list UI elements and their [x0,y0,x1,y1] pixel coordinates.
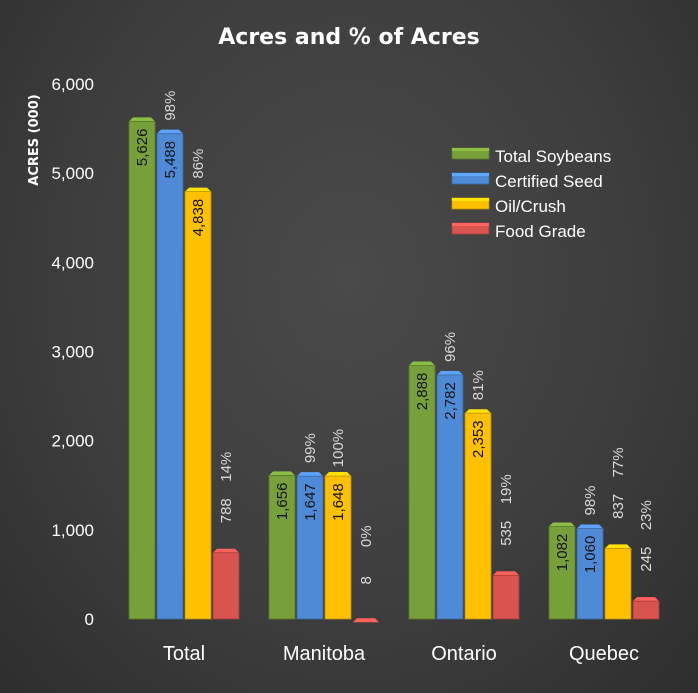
y-tick-label: 4,000 [51,253,94,272]
bar-value-label: 1,647 [302,483,319,521]
x-category-label: Total [163,643,205,665]
bar-top [353,618,379,623]
bar-percent-label: 81% [470,370,487,400]
bar [464,412,492,620]
bar [436,374,464,620]
bar-top [185,187,211,192]
bar-value-label: 1,656 [274,483,291,521]
legend-label: Certified Seed [495,172,603,191]
bar [324,475,352,620]
plot-area: 5,626 5,488 98% 4,838 86% 788 14% 1,656 1,647 99%… [128,91,660,623]
bar-top [577,524,603,529]
bar-value-label: 5,626 [134,129,151,167]
bar-top [129,117,155,122]
bar-percent-label: 96% [442,332,459,362]
bar-percent-label: 86% [190,149,207,179]
legend-swatch-highlight [452,173,489,176]
bar-value-label: 1,082 [554,534,571,572]
bar-value-label: 788 [218,498,235,523]
bar [296,475,324,620]
bar [492,574,520,620]
bar-top [297,472,323,477]
bar-top [157,129,183,134]
bar-top [437,370,463,375]
bar-percent-label: 19% [498,474,515,504]
legend-label: Oil/Crush [495,197,566,216]
bar-value-label: 1,648 [330,483,347,521]
bar [604,547,632,620]
bar-top [465,409,491,414]
bar [212,552,240,620]
y-axis-label: ACRES (000) [27,94,42,185]
legend-swatch-highlight [452,198,489,201]
bar-percent-label: 98% [582,485,599,515]
bar-value-label: 8 [358,576,375,584]
legend: Total Soybeans Certified Seed Oil/Crush Foo… [451,147,611,241]
bar-value-label: 245 [638,547,655,572]
bar-percent-label: 100% [330,429,347,467]
bar [548,526,576,620]
y-axis-ticks: 0 1,000 2,000 3,000 4,000 5,000 6,000 [51,75,94,629]
x-category-label: Ontario [431,643,497,665]
bar-value-label: 1,060 [582,536,599,574]
bar-value-label: 5,488 [162,141,179,179]
bar-top [325,472,351,477]
bar [576,528,604,620]
y-tick-label: 6,000 [51,75,94,94]
legend-label: Food Grade [495,222,586,241]
bar-top [605,544,631,549]
bar-value-label: 4,838 [190,199,207,237]
bar-value-label: 2,353 [470,420,487,458]
bar-percent-label: 98% [162,91,179,121]
bar-value-label: 535 [498,521,515,546]
bar-value-label: 837 [610,494,627,519]
y-tick-label: 2,000 [51,432,94,451]
bar [184,191,212,620]
bar-percent-label: 23% [638,500,655,530]
bar-top [549,522,575,527]
bar-percent-label: 0% [358,525,375,547]
bar [128,120,156,620]
bar [156,133,184,620]
bar-value-label: 2,888 [414,373,431,411]
x-axis-categories: Total Manitoba Ontario Quebec [163,643,639,665]
bar [268,474,296,620]
bar-top [269,471,295,476]
x-category-label: Manitoba [283,643,366,665]
bar-top [633,597,659,602]
bar-top [493,571,519,576]
y-tick-label: 0 [85,610,94,629]
bar-percent-label: 77% [610,447,627,477]
bar-percent-label: 99% [302,433,319,463]
y-tick-label: 3,000 [51,343,94,362]
legend-swatch-highlight [452,148,489,151]
bar-value-label: 2,782 [442,382,459,420]
y-tick-label: 5,000 [51,164,94,183]
chart-title: Acres and % of Acres [218,25,480,50]
bar [632,600,660,620]
y-tick-label: 1,000 [51,521,94,540]
x-category-label: Quebec [569,643,639,665]
legend-swatch-highlight [452,223,489,226]
bar-percent-label: 14% [218,452,235,482]
legend-label: Total Soybeans [495,147,611,166]
bar-top [213,548,239,553]
bar [408,365,436,620]
bar-top [409,361,435,366]
